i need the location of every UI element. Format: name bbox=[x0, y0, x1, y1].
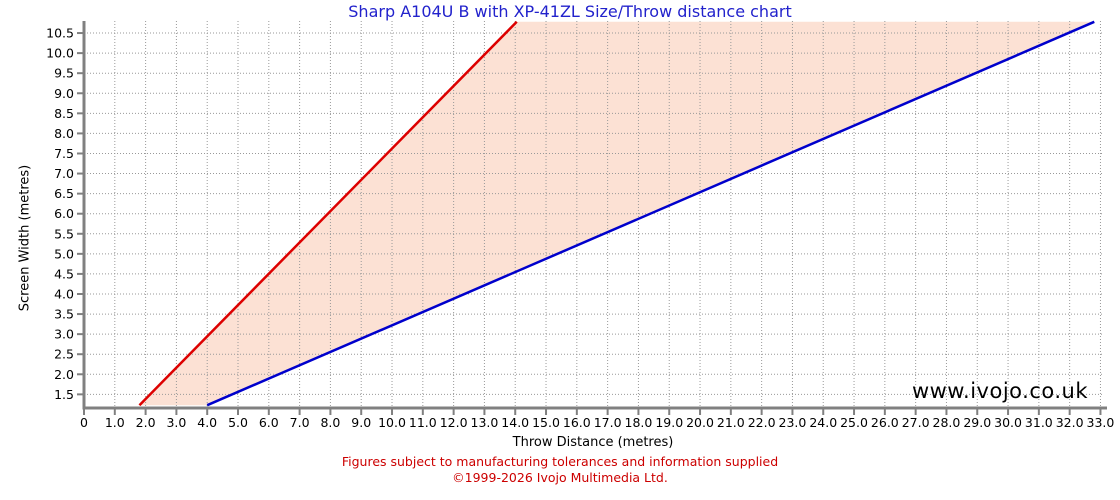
x-tick-label: 24.0 bbox=[809, 415, 837, 430]
x-tick-label: 5.0 bbox=[228, 415, 248, 430]
throw-range-region bbox=[139, 21, 1095, 406]
x-axis-title: Throw Distance (metres) bbox=[512, 435, 674, 450]
blue-series-line bbox=[206, 20, 1095, 407]
y-tick-label: 8.5 bbox=[54, 106, 74, 121]
y-tick-label: 1.5 bbox=[54, 387, 74, 402]
y-tick-label: 10.0 bbox=[46, 46, 74, 61]
x-tick-label: 18.0 bbox=[625, 415, 653, 430]
x-tick-label: 8.0 bbox=[320, 415, 340, 430]
x-tick-label: 14.0 bbox=[501, 415, 529, 430]
watermark: www.ivojo.co.uk bbox=[911, 379, 1088, 403]
x-tick-label: 9.0 bbox=[351, 415, 371, 430]
x-tick-label: 0 bbox=[80, 415, 88, 430]
x-tick-label: 3.0 bbox=[166, 415, 186, 430]
x-tick-label: 26.0 bbox=[871, 415, 899, 430]
y-tick-label: 2.0 bbox=[54, 367, 74, 382]
y-axis-title: Screen Width (metres) bbox=[17, 164, 33, 312]
x-tick-label: 20.0 bbox=[686, 415, 714, 430]
y-tick-label: 2.5 bbox=[54, 347, 74, 362]
x-tick-label: 12.0 bbox=[440, 415, 468, 430]
x-tick-label: 16.0 bbox=[563, 415, 591, 430]
x-tick-label: 31.0 bbox=[1025, 415, 1053, 430]
x-tick-label: 13.0 bbox=[471, 415, 499, 430]
x-tick-label: 21.0 bbox=[717, 415, 745, 430]
y-tick-label: 7.0 bbox=[54, 166, 74, 181]
y-tick-label: 7.5 bbox=[54, 146, 74, 161]
x-tick-label: 30.0 bbox=[994, 415, 1022, 430]
x-tick-label: 7.0 bbox=[290, 415, 310, 430]
chart-title: Sharp A104U B with XP-41ZL Size/Throw di… bbox=[348, 2, 792, 21]
y-tick-label: 9.0 bbox=[54, 86, 74, 101]
x-tick-label: 22.0 bbox=[748, 415, 776, 430]
x-tick-label: 28.0 bbox=[933, 415, 961, 430]
x-tick-label: 11.0 bbox=[409, 415, 437, 430]
y-tick-label: 9.5 bbox=[54, 66, 74, 81]
y-tick-label: 5.0 bbox=[54, 246, 74, 261]
x-tick-label: 6.0 bbox=[259, 415, 279, 430]
x-tick-label: 33.0 bbox=[1087, 415, 1115, 430]
x-tick-label: 1.0 bbox=[105, 415, 125, 430]
x-tick-label: 2.0 bbox=[136, 415, 156, 430]
x-tick-label: 27.0 bbox=[902, 415, 930, 430]
x-tick-label: 15.0 bbox=[532, 415, 560, 430]
x-tick-label: 19.0 bbox=[655, 415, 683, 430]
x-tick-label: 32.0 bbox=[1056, 415, 1084, 430]
y-tick-label: 6.0 bbox=[54, 206, 74, 221]
x-tick-label: 23.0 bbox=[779, 415, 807, 430]
x-tick-label: 17.0 bbox=[594, 415, 622, 430]
y-tick-label: 4.0 bbox=[54, 286, 74, 301]
x-tick-label: 25.0 bbox=[840, 415, 868, 430]
x-tick-label: 10.0 bbox=[378, 415, 406, 430]
y-tick-label: 3.5 bbox=[54, 307, 74, 322]
y-tick-label: 3.0 bbox=[54, 327, 74, 342]
red-series-line bbox=[138, 20, 518, 407]
copyright-text: ©1999-2026 Ivojo Multimedia Ltd. bbox=[452, 470, 668, 485]
y-tick-label: 5.5 bbox=[54, 226, 74, 241]
y-tick-label: 4.5 bbox=[54, 266, 74, 281]
disclaimer-text: Figures subject to manufacturing toleran… bbox=[341, 454, 779, 469]
x-tick-label: 4.0 bbox=[197, 415, 217, 430]
y-tick-label: 8.0 bbox=[54, 126, 74, 141]
x-tick-label: 29.0 bbox=[963, 415, 991, 430]
y-tick-label: 6.5 bbox=[54, 186, 74, 201]
y-tick-label: 10.5 bbox=[46, 26, 74, 41]
